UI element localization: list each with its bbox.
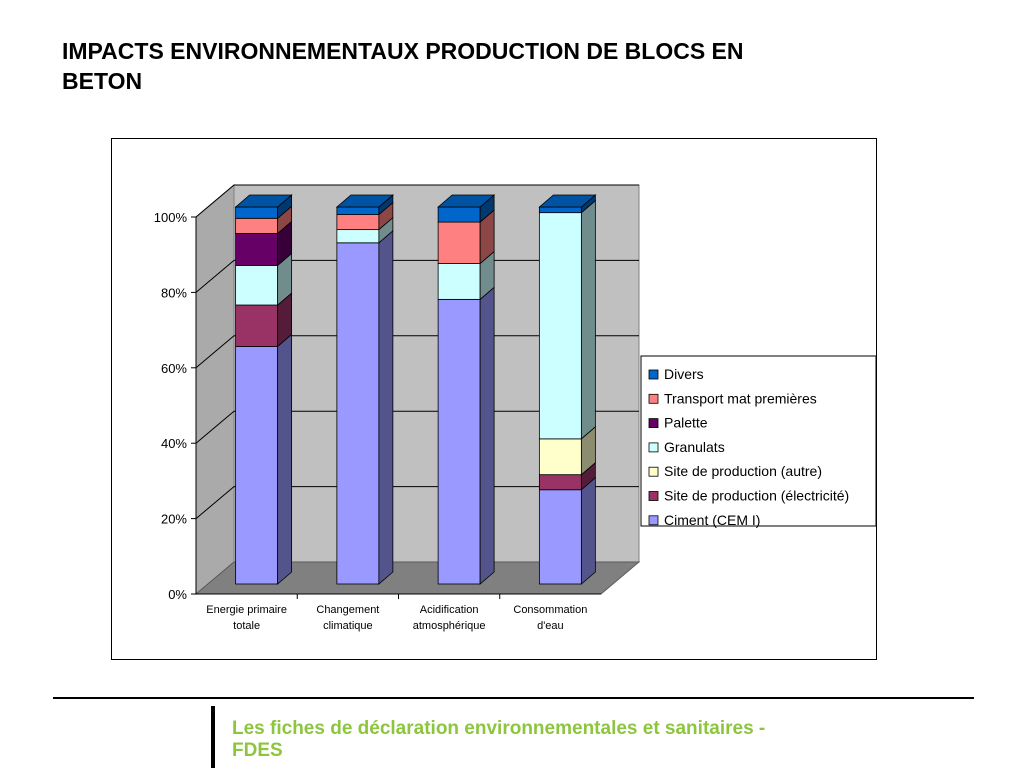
bar-consommation-d-eau-divers [538,206,582,214]
bar-consommation-d-eau-site-de-production-autre [538,438,582,476]
gridline [195,410,639,444]
y-tick-label: 20% [161,512,187,527]
legend-swatch-transport-mat-premieres [648,393,659,404]
legend-label-palette: Palette [664,415,708,431]
x-tick-label: Acidification atmosphérique [413,604,486,632]
x-tick-label: Energie primaire totale [206,604,287,632]
bar-changement-climatique-divers-top [335,194,394,208]
legend-label-transport-mat-premieres: Transport mat premières [664,390,817,406]
x-tick-label: Changement climatique [316,604,379,632]
bar-energie-primaire-totale-site-de-production-electricite [235,304,279,347]
bar-acidification-atmospherique-granulats [437,263,481,300]
bar-acidification-atmospherique-ciment-cem-i [437,298,481,585]
bar-consommation-d-eau-ciment-cem-i-side [580,476,596,585]
chart-legend [640,355,877,527]
slide-title: IMPACTS ENVIRONNEMENTAUX PRODUCTION DE B… [62,38,744,94]
bar-energie-primaire-totale-transport-mat-premieres [235,217,279,234]
footer-text: Les fiches de déclaration environnementa… [232,718,766,761]
y-tick-label: 60% [161,361,187,376]
legend-label-site-de-production-autre: Site de production (autre) [664,463,822,479]
bar-energie-primaire-totale-divers-top [234,194,293,208]
chart-side-wall [195,183,235,596]
legend-swatch-ciment-cem-i [648,515,659,526]
bar-consommation-d-eau-granulats [538,212,582,440]
bar-acidification-atmospherique-divers-top [437,194,496,208]
bar-changement-climatique-ciment-cem-i [336,242,380,585]
chart-area: 0% 20% 40% 60% 80% 100% Energie primaire totale… [111,138,877,660]
y-tick-label: 0% [168,587,187,602]
footer-divider [53,697,974,699]
legend-label-granulats: Granulats [664,439,725,455]
legend-swatch-site-de-production-electricite [648,491,659,501]
y-tick-label: 80% [161,285,187,300]
legend-swatch-divers [648,369,659,380]
gridline [195,335,639,369]
bar-consommation-d-eau-granulats-side [580,199,596,440]
bar-changement-climatique-transport-mat-premieres [336,214,380,231]
bar-energie-primaire-totale-granulats [235,265,279,306]
legend-swatch-granulats [648,442,659,453]
bar-consommation-d-eau-ciment-cem-i [538,489,582,585]
stacked-bar-chart: 0% 20% 40% 60% 80% 100% Energie primaire totale… [154,183,877,632]
legend-label-ciment-cem-i: Ciment (CEM I) [664,512,760,528]
bar-energie-primaire-totale-palette [235,232,279,266]
bar-energie-primaire-totale-divers [235,206,279,219]
gridline [195,259,639,293]
bar-changement-climatique-granulats [336,229,380,244]
gridline [195,486,639,519]
bar-energie-primaire-totale-ciment-cem-i [235,346,279,585]
bar-energie-primaire-totale-ciment-cem-i-side [277,333,293,585]
footer-accent-bar [211,706,215,768]
legend-swatch-palette [648,418,659,429]
legend-label-divers: Divers [664,366,704,382]
bar-consommation-d-eau-divers-top [538,194,597,208]
bar-consommation-d-eau-site-de-production-electricite [538,474,582,491]
bar-acidification-atmospherique-ciment-cem-i-side [479,286,495,585]
bar-changement-climatique-ciment-cem-i-side [378,229,394,585]
legend-label-site-de-production-electricite: Site de production (électricité) [664,488,849,504]
y-tick-label: 100% [154,210,188,225]
bar-acidification-atmospherique-transport-mat-premieres [437,221,481,264]
x-tick-label: Consommation d'eau [513,604,587,632]
bar-changement-climatique-divers [336,206,380,215]
bar-acidification-atmospherique-divers [437,206,481,223]
legend-swatch-site-de-production-autre [648,466,659,477]
gridline [195,184,639,218]
y-tick-label: 40% [161,436,187,451]
